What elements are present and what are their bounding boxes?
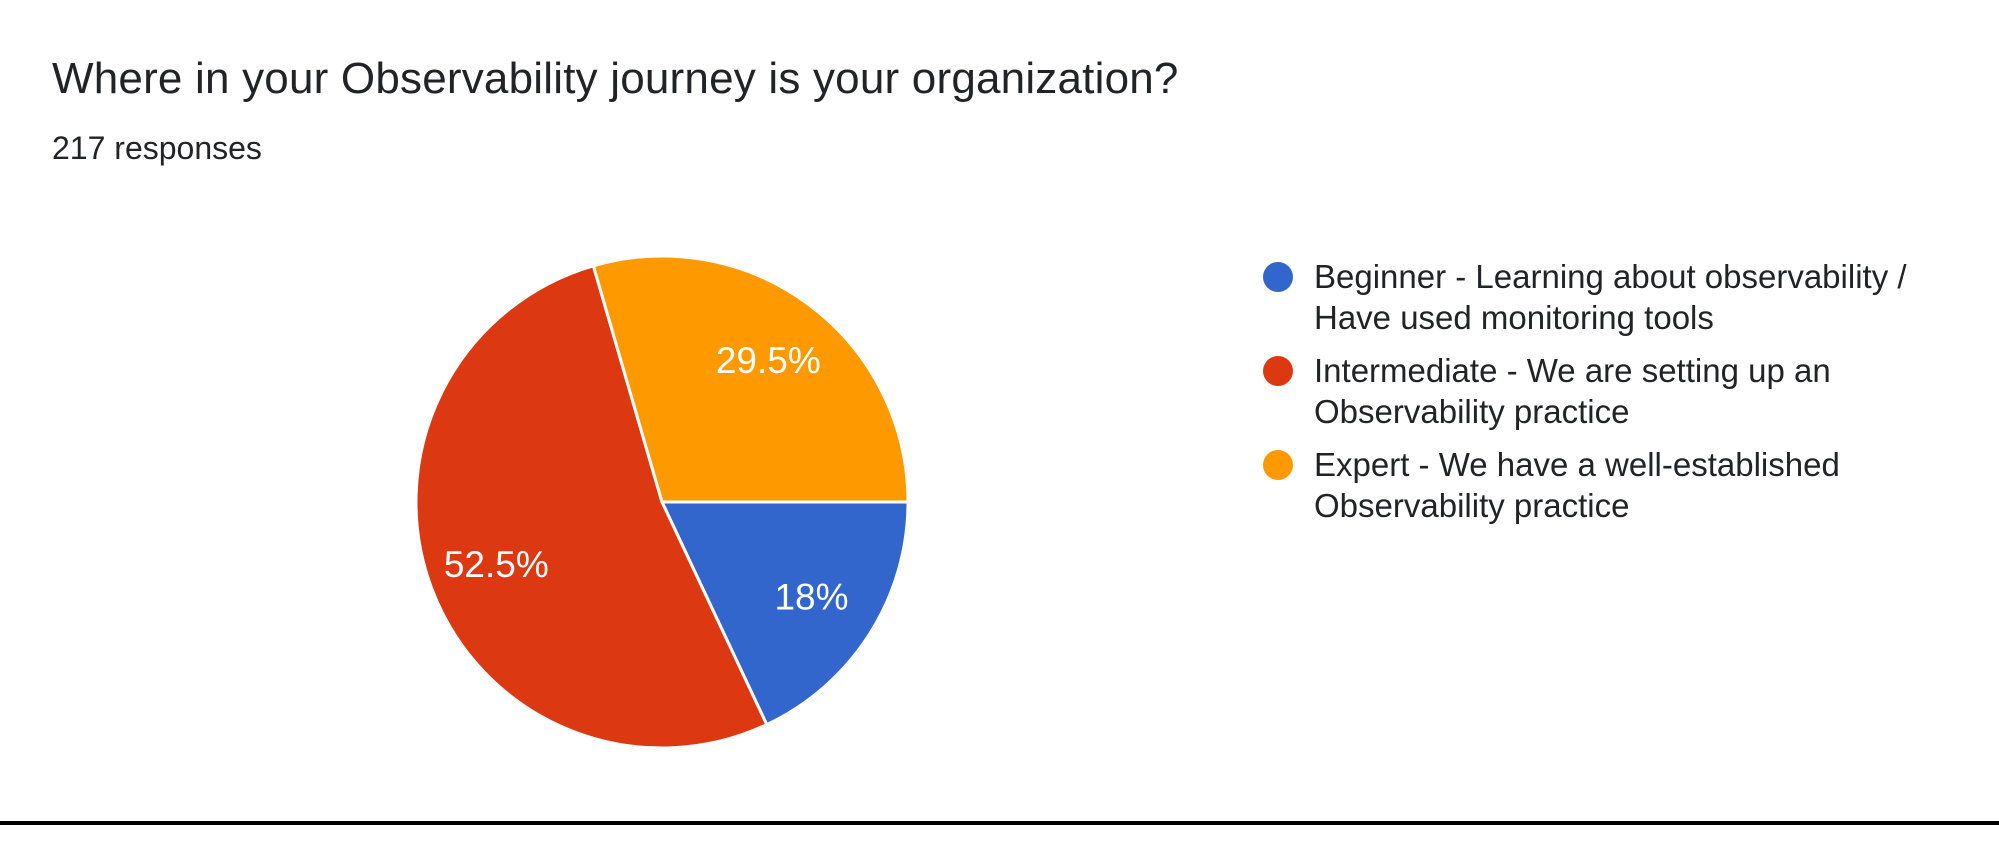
legend-label-beginner: Beginner - Learning about observability … [1314, 258, 1907, 336]
legend-item-expert: Expert - We have a well-established Obse… [1263, 444, 1923, 526]
pie-slice-1[interactable] [414, 263, 769, 750]
slice-percent-label-0: 18% [774, 576, 848, 617]
legend-dot-intermediate-icon [1263, 356, 1293, 386]
pie-slice-0[interactable] [659, 500, 910, 727]
legend-item-intermediate: Intermediate - We are setting up an Obse… [1263, 350, 1923, 432]
bottom-divider [0, 821, 1999, 825]
question-title: Where in your Observability journey is y… [52, 54, 1179, 103]
legend-item-beginner: Beginner - Learning about observability … [1263, 256, 1923, 338]
pie-slice-2[interactable] [591, 254, 910, 504]
legend-dot-expert-icon [1263, 450, 1293, 480]
response-count: 217 responses [52, 130, 262, 166]
legend: Beginner - Learning about observability … [1263, 256, 1923, 538]
slice-percent-label-2: 29.5% [716, 340, 821, 381]
legend-dot-beginner-icon [1263, 262, 1293, 292]
slice-percent-label-1: 52.5% [444, 544, 549, 585]
legend-label-intermediate: Intermediate - We are setting up an Obse… [1314, 352, 1831, 430]
legend-label-expert: Expert - We have a well-established Obse… [1314, 446, 1840, 524]
